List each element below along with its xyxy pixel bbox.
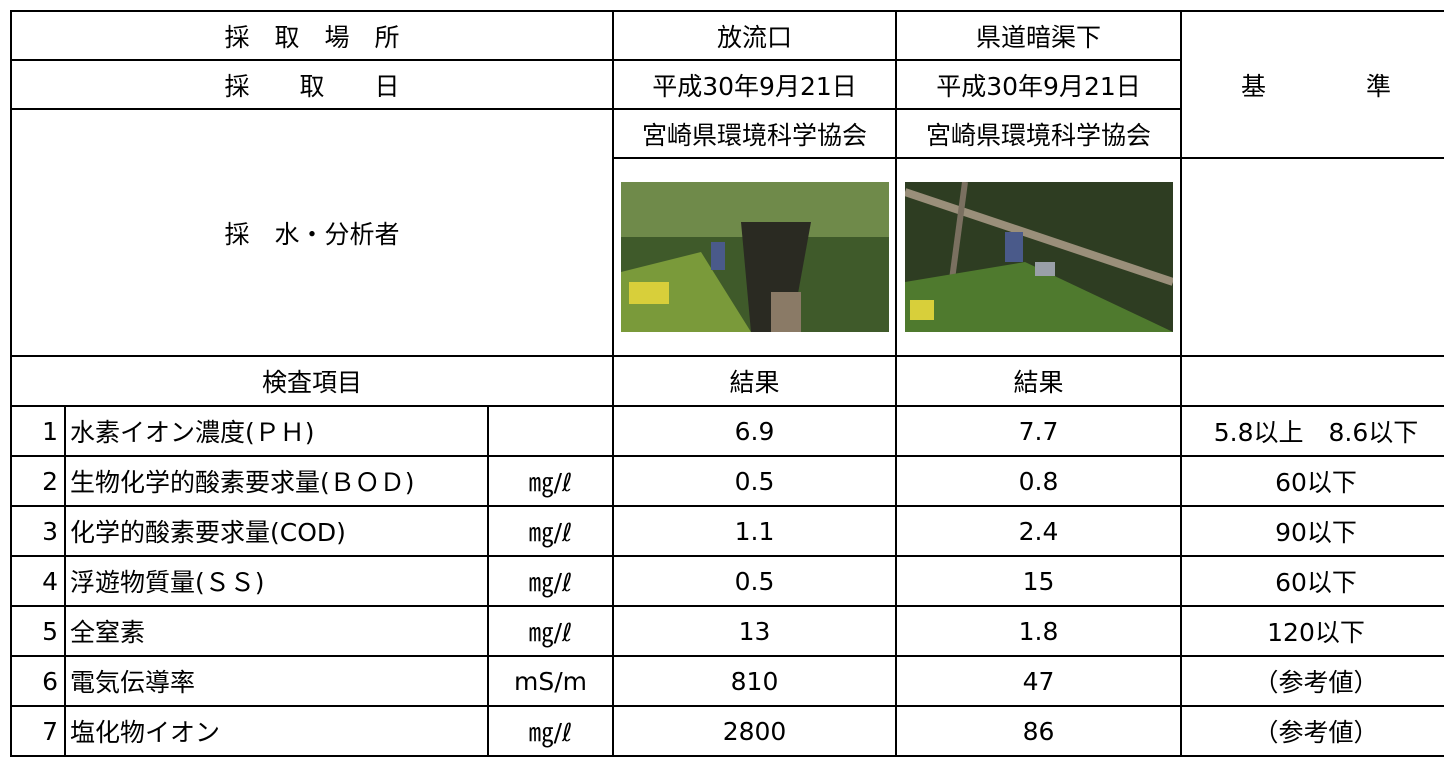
table-body: 採 取 場 所 放流口 県道暗渠下 基 準 採 取 日 平成30年9月21日 平…: [9, 10, 1444, 757]
cell: [1180, 157, 1444, 357]
cell: （参考値）: [1180, 655, 1444, 707]
cell: 810: [612, 655, 898, 707]
cell: 県道暗渠下: [895, 10, 1183, 61]
cell: 2: [10, 455, 66, 507]
row: 4 浮遊物質量(ＳＳ) ㎎/ℓ 0.5 15 60以下: [10, 555, 1444, 607]
row: 5 全窒素 ㎎/ℓ 13 1.8 120以下: [10, 605, 1444, 657]
cell: 放流口: [612, 10, 898, 61]
cell: 結果: [612, 355, 898, 407]
cell: 採 取 場 所: [9, 10, 615, 61]
cell: 生物化学的酸素要求量(ＢＯＤ): [64, 455, 489, 507]
cell: 2.4: [895, 505, 1183, 557]
row: 1 水素イオン濃度(ＰＨ) 6.9 7.7 5.8以上 8.6以下: [10, 405, 1444, 457]
row: [11, 157, 1444, 357]
cell: 5.8以上 8.6以下: [1180, 405, 1444, 457]
cell: 0.8: [895, 455, 1183, 507]
row: 3 化学的酸素要求量(COD) ㎎/ℓ 1.1 2.4 90以下: [10, 505, 1444, 557]
row: 検査項目 結果 結果: [9, 355, 1444, 407]
photo: [620, 182, 889, 332]
cell: ㎎/ℓ: [486, 455, 615, 507]
cell: 3: [10, 505, 66, 557]
row: 7 塩化物イオン ㎎/ℓ 2800 86 （参考値）: [10, 705, 1444, 757]
cell: ㎎/ℓ: [486, 505, 615, 557]
cell: 宮崎県環境科学協会: [612, 108, 898, 159]
cell: ㎎/ℓ: [486, 705, 615, 757]
cell: 1.1: [612, 505, 898, 557]
cell: 浮遊物質量(ＳＳ): [64, 555, 489, 607]
cell: 5: [10, 605, 66, 657]
row: 2 生物化学的酸素要求量(ＢＯＤ) ㎎/ℓ 0.5 0.8 60以下: [10, 455, 1444, 507]
cell: 全窒素: [64, 605, 489, 657]
cell: 検査項目: [9, 355, 615, 407]
cell: [612, 157, 898, 357]
cell: ㎎/ℓ: [486, 555, 615, 607]
cell: 宮崎県環境科学協会: [895, 108, 1183, 159]
row: 採 水・分析者 宮崎県環境科学協会 宮崎県環境科学協会: [9, 108, 1444, 357]
cell: ㎎/ℓ: [486, 605, 615, 657]
cell: [1180, 355, 1444, 407]
cell: 2800: [612, 705, 898, 757]
photo: [904, 182, 1173, 332]
cell: 平成30年9月21日: [612, 59, 898, 110]
row: 6 電気伝導率 mS/m 810 47 （参考値）: [10, 655, 1444, 707]
cell: 採 取 日: [9, 59, 615, 110]
cell: 6: [10, 655, 66, 707]
cell: 4: [10, 555, 66, 607]
row: 採 取 場 所 放流口 県道暗渠下 基 準: [9, 10, 1444, 159]
cell: 90以下: [1180, 505, 1444, 557]
cell: （参考値）: [1180, 705, 1444, 757]
cell: 6.9: [612, 405, 898, 457]
cell: 47: [895, 655, 1183, 707]
cell: 86: [895, 705, 1183, 757]
cell: 基 準: [1180, 10, 1444, 159]
water-quality-table: 採 取 場 所 放流口 県道暗渠下 基 準 採 取 日 平成30年9月21日 平…: [9, 10, 1444, 757]
cell: mS/m: [486, 655, 615, 707]
cell: 0.5: [612, 555, 898, 607]
cell: 7.7: [895, 405, 1183, 457]
cell: 平成30年9月21日: [895, 59, 1183, 110]
cell: 採 水・分析者: [9, 108, 615, 357]
cell: 電気伝導率: [64, 655, 489, 707]
cell: 7: [10, 705, 66, 757]
cell: 結果: [895, 355, 1183, 407]
cell: [895, 157, 1183, 357]
cell: 60以下: [1180, 555, 1444, 607]
cell: 1.8: [895, 605, 1183, 657]
cell: 0.5: [612, 455, 898, 507]
cell: 120以下: [1180, 605, 1444, 657]
cell: [486, 405, 615, 457]
cell: 60以下: [1180, 455, 1444, 507]
cell: 1: [10, 405, 66, 457]
cell: 水素イオン濃度(ＰＨ): [64, 405, 489, 457]
row: 採 取 日 平成30年9月21日 平成30年9月21日: [9, 59, 1444, 110]
cell: 13: [612, 605, 898, 657]
cell: 塩化物イオン: [64, 705, 489, 757]
cell: 化学的酸素要求量(COD): [64, 505, 489, 557]
cell: 15: [895, 555, 1183, 607]
